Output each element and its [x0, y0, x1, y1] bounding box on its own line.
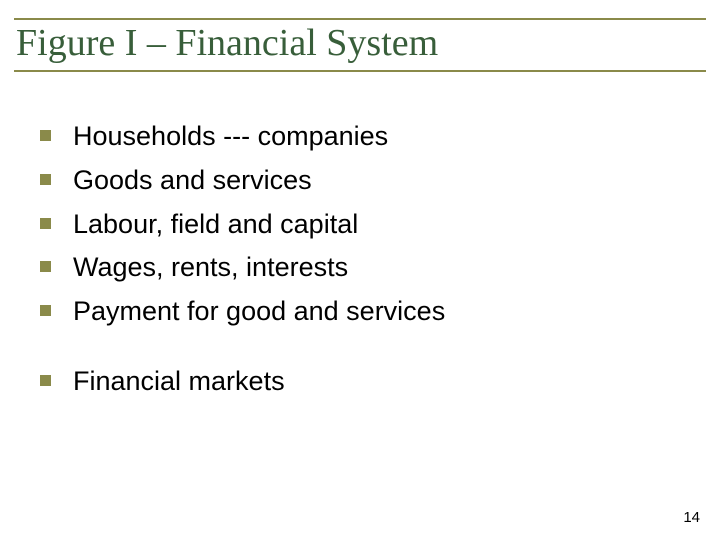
list-item: Labour, field and capital	[40, 208, 680, 242]
square-bullet-icon	[40, 305, 51, 316]
square-bullet-icon	[40, 174, 51, 185]
list-item: Goods and services	[40, 164, 680, 198]
square-bullet-icon	[40, 375, 51, 386]
list-item: Payment for good and services	[40, 295, 680, 329]
page-number: 14	[683, 509, 700, 526]
list-item-text: Payment for good and services	[73, 295, 445, 329]
list-item: Financial markets	[40, 365, 680, 399]
square-bullet-icon	[40, 218, 51, 229]
list-item-text: Goods and services	[73, 164, 312, 198]
title-rule-top	[14, 18, 706, 20]
slide-title: Figure I – Financial System	[14, 22, 706, 66]
list-item-text: Households --- companies	[73, 120, 388, 154]
slide: Figure I – Financial System Households -…	[0, 0, 720, 540]
title-rule-bottom	[14, 70, 706, 72]
list-item-text: Financial markets	[73, 365, 285, 399]
title-block: Figure I – Financial System	[14, 18, 706, 72]
square-bullet-icon	[40, 130, 51, 141]
list-group-gap	[40, 339, 680, 365]
list-item-text: Labour, field and capital	[73, 208, 358, 242]
list-item: Wages, rents, interests	[40, 251, 680, 285]
list-item-text: Wages, rents, interests	[73, 251, 348, 285]
square-bullet-icon	[40, 261, 51, 272]
body-content: Households --- companies Goods and servi…	[40, 120, 680, 409]
list-item: Households --- companies	[40, 120, 680, 154]
